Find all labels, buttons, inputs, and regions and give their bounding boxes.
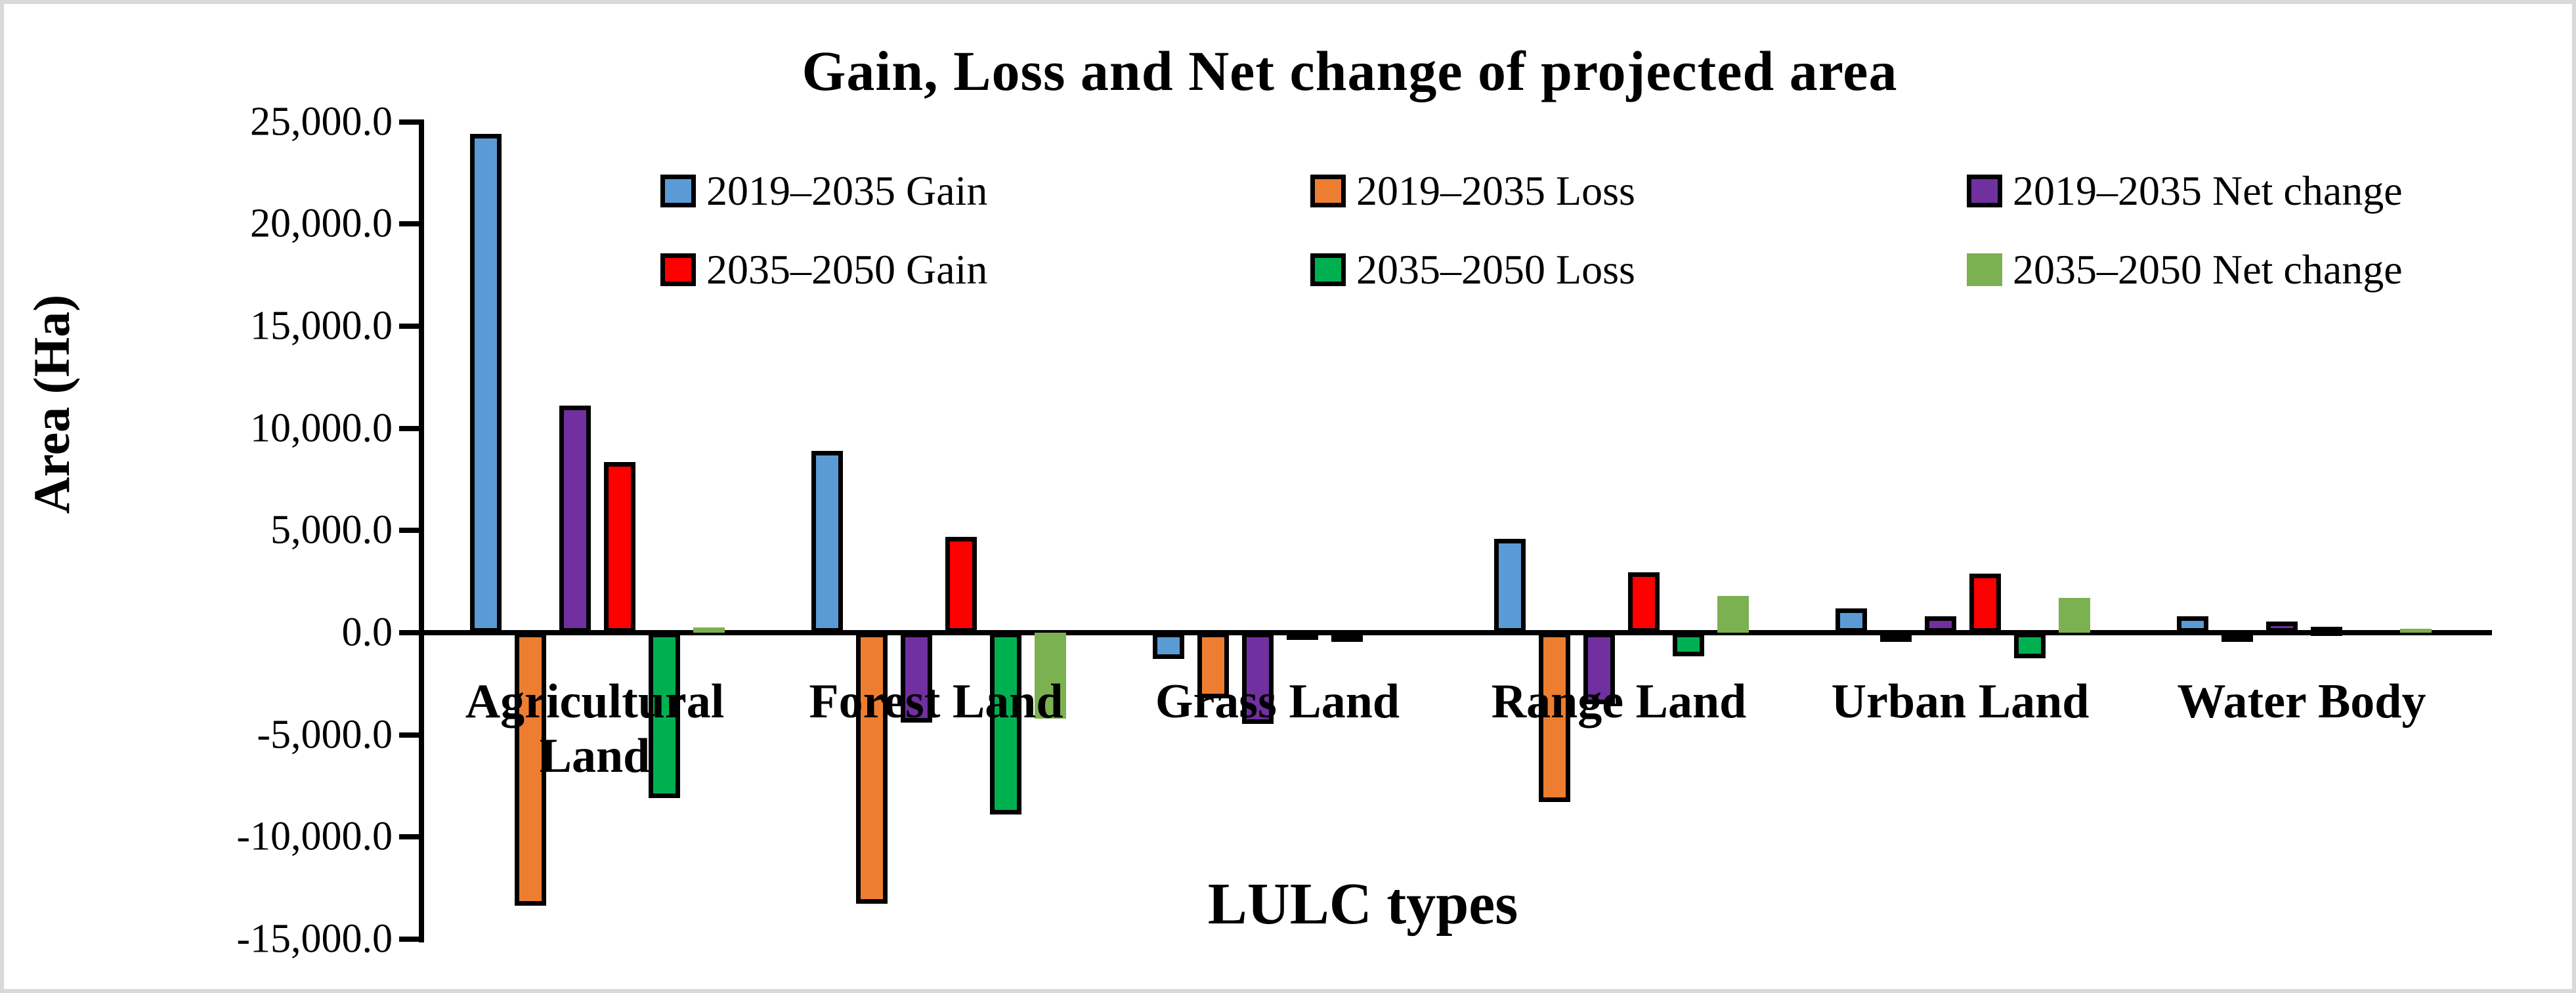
bar-2035–2050-net-change-range-land bbox=[1717, 595, 1749, 633]
legend-item: 2035–2050 Net change bbox=[1967, 245, 2403, 294]
legend-label: 2019–2035 Net change bbox=[2013, 167, 2403, 214]
legend-label: 2019–2035 Loss bbox=[1356, 167, 1635, 214]
legend-label: 2035–2050 Net change bbox=[2013, 246, 2403, 293]
y-tick-label: -10,000.0 bbox=[236, 814, 393, 859]
y-axis-tick bbox=[399, 323, 419, 329]
legend-label: 2019–2035 Gain bbox=[706, 167, 988, 214]
bar-2035–2050-loss-agricultural-land bbox=[649, 633, 680, 799]
y-axis-tick bbox=[399, 732, 419, 738]
y-tick-label: 25,000.0 bbox=[250, 99, 393, 144]
bar-2035–2050-gain-grass-land bbox=[1287, 630, 1318, 640]
legend-swatch-6 bbox=[1967, 253, 2002, 286]
bar-2019–2035-gain-agricultural-land bbox=[470, 134, 502, 633]
y-tick-label: 20,000.0 bbox=[250, 201, 393, 246]
x-axis-line bbox=[419, 630, 2492, 635]
category-label: Range Land bbox=[1491, 675, 1747, 729]
bar-2019–2035-net-change-urban-land bbox=[1925, 616, 1956, 633]
legend-item: 2019–2035 Net change bbox=[1967, 167, 2403, 215]
bar-2019–2035-net-change-range-land bbox=[1583, 633, 1615, 704]
y-axis-tick bbox=[399, 937, 419, 942]
legend-item: 2035–2050 Loss bbox=[1310, 245, 1635, 294]
bar-2019–2035-net-change-agricultural-land bbox=[559, 406, 591, 633]
category-label: Forest Land bbox=[809, 675, 1063, 729]
y-tick-label: -5,000.0 bbox=[257, 712, 393, 757]
legend-swatch-4 bbox=[660, 253, 696, 286]
legend-item: 2019–2035 Gain bbox=[660, 167, 987, 215]
y-axis-tick bbox=[399, 630, 419, 635]
y-tick-label: 10,000.0 bbox=[250, 406, 393, 451]
legend-item: 2035–2050 Gain bbox=[660, 245, 987, 294]
legend-swatch-2 bbox=[1310, 175, 1346, 207]
bar-2019–2035-net-change-grass-land bbox=[1242, 633, 1274, 724]
category-label: Urban Land bbox=[1831, 675, 2090, 729]
bar-2035–2050-loss-forest-land bbox=[990, 633, 1021, 815]
bar-2019–2035-gain-urban-land bbox=[1835, 608, 1867, 633]
bar-2019–2035-loss-forest-land bbox=[856, 633, 888, 904]
bar-2035–2050-loss-grass-land bbox=[1331, 633, 1363, 642]
legend-label: 2035–2050 Gain bbox=[706, 246, 988, 293]
y-tick-label: 15,000.0 bbox=[250, 303, 393, 349]
bar-2035–2050-gain-water-body bbox=[2311, 626, 2342, 636]
bar-2035–2050-gain-range-land bbox=[1628, 572, 1660, 633]
legend-item: 2019–2035 Loss bbox=[1310, 167, 1635, 215]
y-tick-label: 0.0 bbox=[341, 610, 393, 655]
y-axis-title: Area (Ha) bbox=[23, 294, 80, 515]
bar-2035–2050-net-change-urban-land bbox=[2059, 598, 2090, 633]
y-tick-label: -15,000.0 bbox=[236, 916, 393, 961]
y-axis-tick bbox=[399, 528, 419, 534]
bar-2019–2035-loss-range-land bbox=[1539, 633, 1570, 803]
category-label: Agricultural Land bbox=[465, 675, 725, 783]
y-axis-tick bbox=[399, 425, 419, 431]
bar-2035–2050-net-change-water-body bbox=[2400, 628, 2432, 633]
legend-swatch-3 bbox=[1967, 175, 2002, 207]
legend-label: 2035–2050 Loss bbox=[1356, 246, 1635, 293]
y-axis-tick bbox=[399, 119, 419, 125]
y-axis-tick bbox=[399, 834, 419, 840]
legend-swatch-1 bbox=[660, 175, 696, 207]
bar-2019–2035-loss-urban-land bbox=[1880, 633, 1912, 642]
category-label: Grass Land bbox=[1155, 675, 1400, 729]
bar-2019–2035-loss-agricultural-land bbox=[515, 633, 546, 906]
bar-2035–2050-net-change-forest-land bbox=[1035, 633, 1066, 719]
bar-2019–2035-gain-forest-land bbox=[811, 450, 843, 633]
bar-2019–2035-loss-grass-land bbox=[1197, 633, 1229, 698]
bar-2019–2035-gain-grass-land bbox=[1153, 633, 1184, 660]
bar-2019–2035-gain-range-land bbox=[1494, 538, 1526, 633]
bar-2019–2035-net-change-water-body bbox=[2266, 621, 2298, 633]
y-tick-label: 5,000.0 bbox=[270, 507, 393, 553]
legend-swatch-5 bbox=[1310, 253, 1346, 286]
bar-2019–2035-gain-water-body bbox=[2177, 616, 2208, 633]
category-label: Water Body bbox=[2177, 675, 2426, 729]
chart-title: Gain, Loss and Net change of projected a… bbox=[802, 39, 1898, 102]
x-axis-title: LULC types bbox=[1207, 872, 1518, 937]
bar-2019–2035-loss-water-body bbox=[2222, 633, 2253, 642]
bar-2035–2050-gain-forest-land bbox=[945, 536, 977, 633]
bar-2019–2035-net-change-forest-land bbox=[901, 633, 932, 723]
bar-2035–2050-loss-range-land bbox=[1673, 633, 1704, 656]
bar-2035–2050-gain-agricultural-land bbox=[604, 461, 635, 633]
bar-2035–2050-net-change-agricultural-land bbox=[693, 627, 725, 633]
y-axis-line bbox=[419, 119, 424, 942]
bar-2035–2050-loss-urban-land bbox=[2014, 633, 2046, 658]
bar-2035–2050-gain-urban-land bbox=[1969, 573, 2001, 633]
y-axis-tick bbox=[399, 221, 419, 227]
